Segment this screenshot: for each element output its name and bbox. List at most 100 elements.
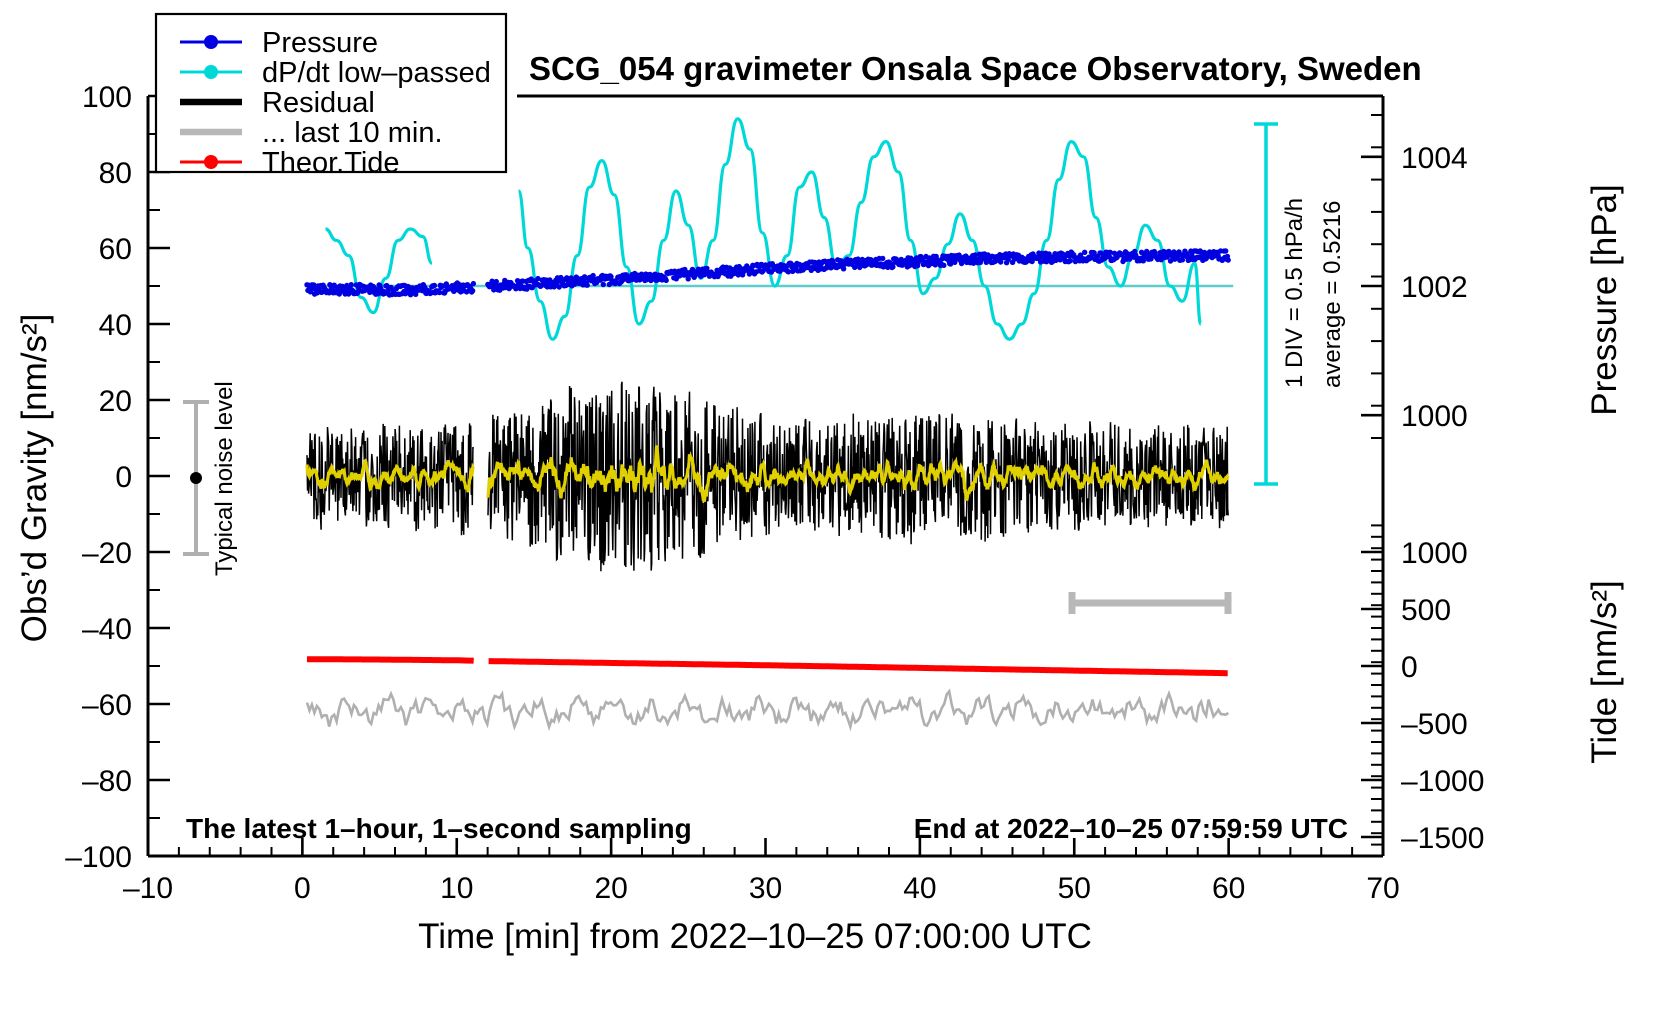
residual-smoothed-trace — [305, 445, 1230, 503]
footer-right-label: End at 2022–10–25 07:59:59 UTC — [914, 813, 1348, 844]
pressure-point — [998, 259, 1004, 265]
pressure-point — [1082, 249, 1088, 255]
legend-label: dP/dt low–passed — [262, 57, 491, 89]
y-tick-label: –80 — [82, 765, 132, 798]
tide-tick-label: –500 — [1401, 708, 1468, 741]
pressure-point — [558, 274, 564, 281]
pressure-point — [470, 280, 477, 287]
x-tick-label: 30 — [749, 872, 782, 905]
y-axis-ticks: 100 80 60 40 20 0 –20 –40 –60 –80 –100 — [65, 81, 170, 874]
footer-left-label: The latest 1–hour, 1–second sampling — [186, 813, 692, 844]
div-scale-annotation: 1 DIV = 0.5 hPa/h average = 0.5216 — [1254, 122, 1346, 486]
pressure-point — [1223, 248, 1229, 254]
pressure-point — [947, 261, 954, 267]
tide-tick-label: –1000 — [1401, 765, 1484, 798]
y-tick-label: –100 — [65, 841, 132, 874]
noise-level-annotation: Typical noise level — [183, 381, 238, 576]
x-tick-label: 40 — [903, 872, 936, 905]
y-tick-label: –60 — [82, 689, 132, 722]
pressure-point — [535, 275, 541, 282]
pressure-point — [1067, 258, 1074, 264]
pressure-point — [855, 256, 861, 262]
legend-label: Residual — [262, 87, 375, 119]
last10min-trace — [305, 688, 1230, 732]
residual-trace — [306, 381, 1229, 572]
y-tick-label: 40 — [99, 309, 132, 342]
legend-swatch-marker — [204, 65, 218, 79]
x-tick-label: –10 — [123, 872, 173, 905]
tide-tick-label: 1000 — [1401, 537, 1468, 570]
y-tick-label: 60 — [99, 233, 132, 266]
pressure-point — [590, 272, 596, 279]
y-tick-label: 20 — [99, 385, 132, 418]
tide-tick-label: 0 — [1401, 651, 1418, 684]
pressure-point — [840, 266, 847, 272]
pressure-point — [600, 281, 606, 288]
legend-swatch-marker — [204, 35, 218, 49]
pressure-point — [785, 269, 792, 275]
legend-label: ... last 10 min. — [262, 117, 443, 149]
pressure-point — [1107, 249, 1113, 255]
pressure-point — [972, 252, 978, 258]
pressure-point — [1225, 257, 1231, 263]
pressure-point — [436, 289, 443, 296]
chart-title: SCG_054 gravimeter Onsala Space Observat… — [529, 50, 1422, 87]
legend-label: Theor.Tide — [262, 147, 400, 179]
pressure-point — [556, 284, 562, 290]
pressure-tick-label: 1000 — [1401, 400, 1468, 433]
pressure-point — [469, 288, 476, 294]
data-traces — [304, 117, 1234, 732]
x-tick-label: 50 — [1058, 872, 1091, 905]
pressure-point — [584, 282, 590, 288]
pressure-point — [663, 277, 669, 284]
pressure-axis-title: Pressure [hPa] — [1585, 184, 1624, 416]
pressure-tick-label: 1004 — [1401, 142, 1468, 175]
pressure-point — [941, 262, 947, 268]
div-scale-label: 1 DIV = 0.5 hPa/h — [1281, 198, 1308, 388]
y-tick-label: –20 — [82, 537, 132, 570]
average-label: average = 0.5216 — [1319, 201, 1346, 389]
theoretical-tide-trace — [307, 656, 1228, 677]
pressure-point — [1005, 256, 1011, 263]
pressure-point — [451, 288, 457, 294]
legend-label: Pressure — [262, 27, 378, 59]
pressure-point — [890, 264, 896, 270]
pressure-point — [326, 290, 332, 296]
dpdt-curve — [516, 117, 1203, 341]
last10-scale-bar — [1068, 592, 1232, 614]
tide-tick-label: –1500 — [1401, 822, 1484, 855]
x-tick-label: 60 — [1212, 872, 1245, 905]
pressure-point — [1144, 248, 1150, 255]
pressure-axis-ticks: 1004 1002 1000 — [1361, 114, 1468, 439]
x-tick-label: 0 — [294, 872, 311, 905]
y-tick-label: 80 — [99, 157, 132, 190]
x-tick-label: 20 — [594, 872, 627, 905]
pressure-point — [493, 278, 499, 285]
tide-tick-label: 500 — [1401, 594, 1451, 627]
y-tick-label: 0 — [115, 461, 132, 494]
pressure-point — [431, 282, 438, 289]
y-tick-label: –40 — [82, 613, 132, 646]
x-axis-title: Time [min] from 2022–10–25 07:00:00 UTC — [418, 917, 1092, 956]
pressure-point — [1091, 250, 1097, 256]
legend-swatch-marker — [204, 155, 218, 169]
y-axis-title: Obs’d Gravity [nm/s²] — [15, 314, 54, 643]
y-tick-label: 100 — [82, 81, 132, 114]
tide-axis-title: Tide [nm/s²] — [1585, 580, 1624, 763]
pressure-point — [348, 282, 354, 288]
pressure-point — [1179, 257, 1186, 263]
pressure-point — [685, 276, 691, 282]
x-tick-label: 70 — [1366, 872, 1399, 905]
pressure-scatter — [304, 248, 1231, 298]
x-tick-label: 10 — [440, 872, 473, 905]
pressure-point — [880, 255, 886, 262]
pressure-point — [852, 264, 858, 270]
pressure-tick-label: 1002 — [1401, 271, 1468, 304]
pressure-point — [1057, 257, 1063, 263]
tide-axis-ticks: 1000 500 0 –500 –1000 –1500 — [1361, 524, 1484, 857]
noise-level-label: Typical noise level — [211, 381, 238, 576]
